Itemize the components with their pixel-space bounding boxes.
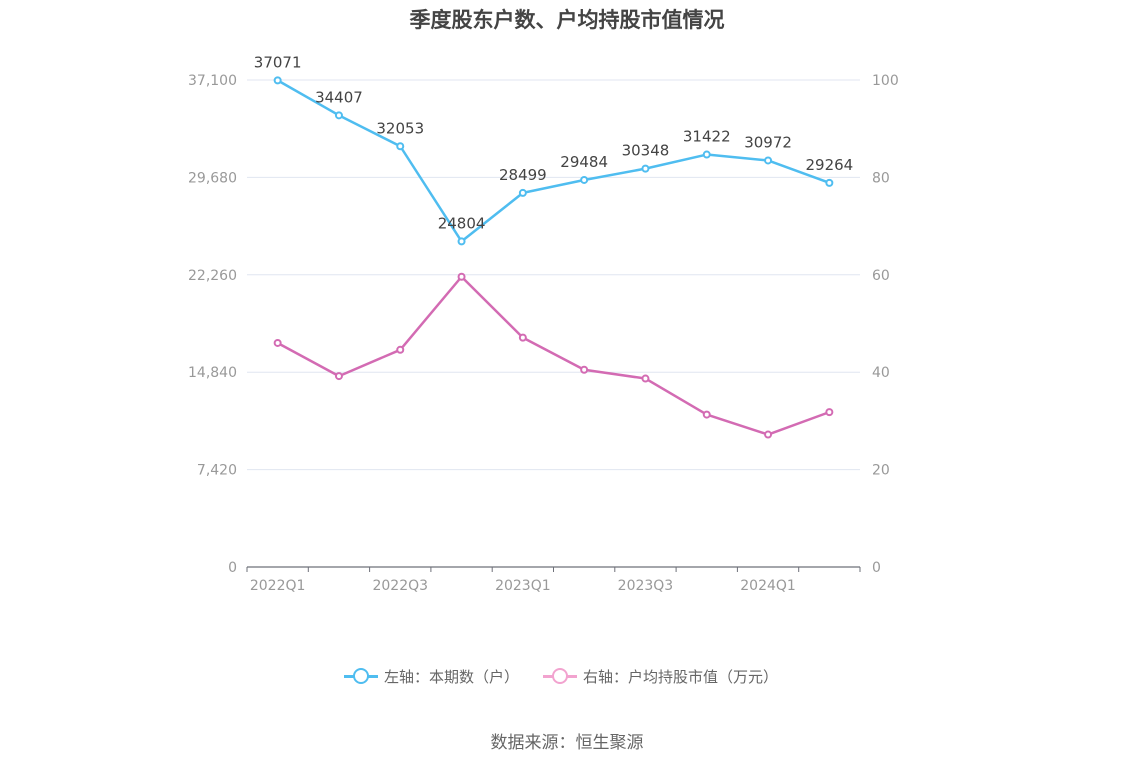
data-label: 31422 <box>683 128 731 146</box>
data-point[interactable] <box>825 178 834 187</box>
x-axis-tick-label: 2022Q1 <box>250 578 306 594</box>
data-point[interactable] <box>273 76 282 85</box>
data-label: 34407 <box>315 88 363 106</box>
x-axis-tick-label: 2024Q1 <box>740 578 796 594</box>
data-point[interactable] <box>396 345 405 354</box>
series-line-holders <box>277 79 830 243</box>
source-note: 数据来源：恒生聚源 <box>490 733 644 753</box>
data-label: 30972 <box>744 133 792 151</box>
data-point[interactable] <box>825 408 834 417</box>
data-label: 37071 <box>254 53 302 71</box>
x-axis-tick-label: 2023Q1 <box>495 578 551 594</box>
right-axis-tick-label: 80 <box>872 170 890 186</box>
data-point[interactable] <box>518 188 527 197</box>
data-label: 32053 <box>376 119 424 137</box>
chart-title: 季度股东户数、户均持股市值情况 <box>409 8 725 32</box>
data-point[interactable] <box>396 142 405 151</box>
data-point[interactable] <box>580 365 589 374</box>
left-axis-tick-label: 37,100 <box>188 73 237 89</box>
data-label: 29484 <box>560 153 608 171</box>
data-point[interactable] <box>457 272 466 281</box>
data-point[interactable] <box>641 374 650 383</box>
data-point[interactable] <box>518 333 527 342</box>
legend-swatch-icon <box>543 664 577 688</box>
data-label: 24804 <box>438 214 486 232</box>
legend-swatch-icon <box>344 664 378 688</box>
legend-item-right-axis[interactable]: 右轴：户均持股市值（万元） <box>543 664 778 688</box>
data-point[interactable] <box>334 111 343 120</box>
axes: 0 0 7,420 20 14,840 40 22,260 60 29,680 80 37,100 1… <box>188 73 899 594</box>
right-axis-tick-label: 0 <box>872 560 881 576</box>
data-label: 28499 <box>499 166 547 184</box>
series-line-avg-value <box>277 275 830 436</box>
data-point[interactable] <box>764 156 773 165</box>
legend-label: 右轴：户均持股市值（万元） <box>583 667 779 686</box>
legend-label: 左轴：本期数（户） <box>384 667 520 686</box>
data-point[interactable] <box>580 175 589 184</box>
left-axis-tick-label: 29,680 <box>188 170 237 186</box>
left-axis-tick-label: 14,840 <box>188 365 237 381</box>
x-axis-tick-label: 2022Q3 <box>372 578 428 594</box>
data-point[interactable] <box>273 338 282 347</box>
legend-item-left-axis[interactable]: 左轴：本期数（户） <box>344 664 519 688</box>
right-axis-tick-label: 60 <box>872 268 890 284</box>
data-labels: 37071 34407 32053 24804 28499 29484 30348 31422… <box>254 53 853 232</box>
left-axis-tick-label: 7,420 <box>197 463 237 479</box>
data-point[interactable] <box>334 372 343 381</box>
left-axis-tick-label: 22,260 <box>188 268 237 284</box>
right-axis-tick-label: 20 <box>872 463 890 479</box>
data-point[interactable] <box>702 410 711 419</box>
data-point[interactable] <box>764 430 773 439</box>
data-point[interactable] <box>702 150 711 159</box>
data-point[interactable] <box>641 164 650 173</box>
data-point[interactable] <box>457 237 466 246</box>
right-axis-tick-label: 40 <box>872 365 890 381</box>
data-label: 30348 <box>622 142 670 160</box>
x-axis-tick-label: 2023Q3 <box>618 578 674 594</box>
data-label: 29264 <box>805 156 853 174</box>
right-axis-tick-label: 100 <box>872 73 899 89</box>
left-axis-tick-label: 0 <box>228 560 237 576</box>
series-lines <box>273 76 834 439</box>
